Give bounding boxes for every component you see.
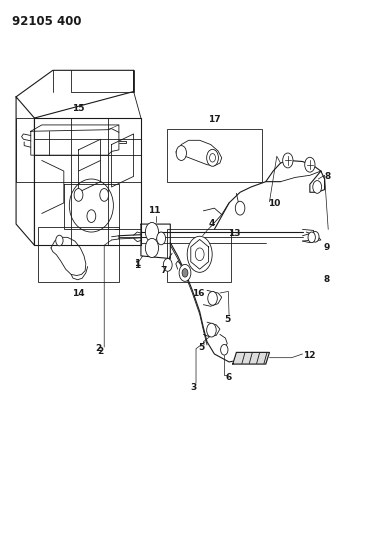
Text: 1: 1 xyxy=(134,260,140,268)
Text: 7: 7 xyxy=(160,266,166,275)
Circle shape xyxy=(163,259,172,271)
Circle shape xyxy=(221,344,228,355)
Circle shape xyxy=(208,292,217,305)
Text: 9: 9 xyxy=(324,244,330,253)
Circle shape xyxy=(182,269,188,277)
Bar xyxy=(166,128,262,182)
Polygon shape xyxy=(233,352,269,364)
Text: 4: 4 xyxy=(209,219,215,228)
Text: 8: 8 xyxy=(324,275,330,284)
Text: 14: 14 xyxy=(72,288,85,297)
Text: 3: 3 xyxy=(191,383,197,392)
Circle shape xyxy=(207,323,216,337)
Circle shape xyxy=(74,189,83,201)
Text: 92105 400: 92105 400 xyxy=(13,14,82,28)
Circle shape xyxy=(157,232,165,245)
Circle shape xyxy=(308,232,315,243)
Text: 8: 8 xyxy=(324,172,331,181)
Circle shape xyxy=(179,264,191,281)
Text: 11: 11 xyxy=(148,206,161,215)
Circle shape xyxy=(235,201,245,215)
Circle shape xyxy=(87,210,96,222)
Text: 1: 1 xyxy=(134,261,141,270)
Circle shape xyxy=(313,181,322,193)
Text: 5: 5 xyxy=(225,315,231,324)
Bar xyxy=(38,227,119,282)
Text: 12: 12 xyxy=(303,351,316,360)
Text: 2: 2 xyxy=(95,344,101,353)
Circle shape xyxy=(195,248,204,261)
Text: 17: 17 xyxy=(208,115,221,124)
Text: 13: 13 xyxy=(228,229,241,238)
Circle shape xyxy=(305,157,315,172)
Text: 16: 16 xyxy=(192,288,205,297)
Circle shape xyxy=(207,149,218,166)
Text: 10: 10 xyxy=(268,199,280,208)
Text: 15: 15 xyxy=(72,104,85,113)
Text: 5: 5 xyxy=(198,343,205,352)
Circle shape xyxy=(145,238,159,257)
Text: 6: 6 xyxy=(225,373,232,382)
Circle shape xyxy=(312,231,319,242)
Circle shape xyxy=(145,222,159,241)
Circle shape xyxy=(187,236,212,272)
Circle shape xyxy=(176,146,186,160)
Circle shape xyxy=(100,189,109,201)
Circle shape xyxy=(56,235,63,246)
Text: 2: 2 xyxy=(98,347,104,356)
Bar xyxy=(16,118,141,182)
Circle shape xyxy=(283,153,293,168)
Bar xyxy=(166,229,231,282)
